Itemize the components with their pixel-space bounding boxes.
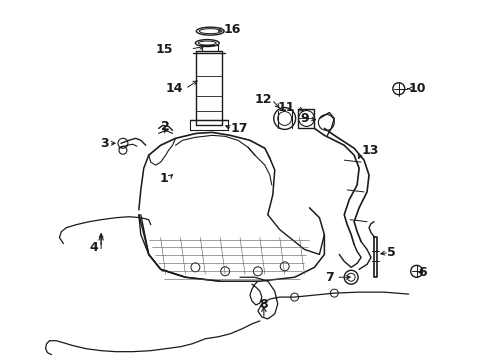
Text: 15: 15	[156, 42, 173, 55]
Text: 12: 12	[254, 93, 271, 106]
Text: 6: 6	[418, 266, 427, 279]
Text: 9: 9	[300, 112, 309, 125]
Text: 7: 7	[325, 271, 334, 284]
Text: 14: 14	[165, 82, 183, 95]
Text: 8: 8	[259, 297, 267, 311]
Text: 2: 2	[161, 120, 170, 133]
Text: 17: 17	[230, 122, 247, 135]
Text: 11: 11	[277, 101, 294, 114]
Text: 3: 3	[100, 137, 109, 150]
Text: 16: 16	[223, 23, 240, 36]
Text: 5: 5	[386, 246, 395, 259]
Text: 10: 10	[408, 82, 426, 95]
Text: 13: 13	[360, 144, 378, 157]
Text: 4: 4	[90, 241, 99, 254]
Text: 1: 1	[160, 171, 168, 185]
